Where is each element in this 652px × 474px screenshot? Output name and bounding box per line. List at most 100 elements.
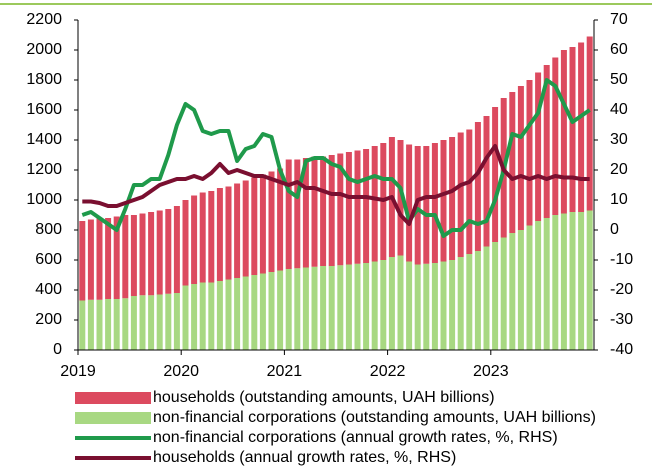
y-tick-label: 2200 — [26, 11, 62, 28]
bar — [294, 268, 301, 350]
y-tick-label: 200 — [35, 311, 62, 328]
bar — [406, 261, 413, 350]
bar — [397, 255, 404, 350]
bar — [586, 210, 593, 350]
bar — [492, 107, 499, 242]
bar — [328, 155, 335, 266]
bar — [388, 257, 395, 350]
legend-label: non-financial corporations (outstanding … — [153, 409, 596, 426]
bar — [380, 260, 387, 350]
bar — [311, 156, 318, 267]
bar — [242, 180, 249, 277]
x-tick-label: 2021 — [267, 363, 303, 380]
bar — [431, 263, 438, 350]
bar — [268, 171, 275, 272]
bar — [569, 47, 576, 212]
y2-tick-label: -20 — [610, 281, 633, 298]
bar — [363, 149, 370, 263]
bar — [449, 137, 456, 260]
bar — [122, 215, 129, 299]
bar — [371, 261, 378, 350]
legend-swatch — [75, 412, 151, 424]
bar — [431, 143, 438, 263]
bar — [509, 92, 516, 233]
bar — [578, 212, 585, 350]
y2-tick-label: 0 — [610, 221, 619, 238]
bar — [148, 212, 155, 296]
bar — [113, 299, 120, 350]
bar — [337, 153, 344, 266]
y-tick-label: 0 — [53, 341, 62, 358]
series-line — [81, 78, 591, 238]
bar — [526, 225, 533, 350]
bar — [311, 266, 318, 350]
bar — [139, 295, 146, 350]
bar — [96, 218, 103, 300]
bar — [182, 285, 189, 350]
bar — [517, 230, 524, 350]
y-tick-label: 1400 — [26, 131, 62, 148]
bar — [457, 132, 464, 257]
bar — [165, 209, 172, 294]
bar — [423, 263, 430, 350]
bar — [225, 186, 232, 280]
x-tick-label: 2023 — [473, 363, 509, 380]
y-tick-label: 800 — [35, 221, 62, 238]
bar — [483, 116, 490, 247]
bar — [371, 146, 378, 262]
y2-tick-label: 20 — [610, 161, 628, 178]
bar — [225, 279, 232, 350]
x-tick-label: 2022 — [370, 363, 406, 380]
legend-label: households (outstanding amounts, UAH bil… — [153, 389, 495, 406]
bar — [423, 146, 430, 264]
bar — [302, 158, 309, 268]
legend-swatch — [75, 392, 151, 404]
y2-tick-label: 50 — [610, 71, 628, 88]
bar — [87, 299, 94, 350]
y-tick-label: 2000 — [26, 41, 62, 58]
bar — [234, 183, 241, 278]
x-tick-label: 2019 — [60, 363, 96, 380]
y-tick-label: 1000 — [26, 191, 62, 208]
bar — [457, 257, 464, 350]
bar — [216, 188, 223, 281]
bar — [191, 284, 198, 350]
bar — [259, 174, 266, 274]
bar — [234, 278, 241, 350]
bar — [208, 282, 215, 350]
bar — [492, 242, 499, 350]
y-tick-label: 1600 — [26, 101, 62, 118]
bar — [560, 213, 567, 350]
bar — [173, 293, 180, 350]
y2-tick-label: 70 — [610, 11, 628, 28]
bar — [354, 150, 361, 264]
bar — [552, 215, 559, 350]
bar — [96, 299, 103, 350]
bar — [242, 276, 249, 350]
bar — [345, 264, 352, 350]
bar — [354, 263, 361, 350]
bar — [526, 80, 533, 226]
bar — [449, 260, 456, 350]
bar — [216, 281, 223, 350]
bar — [474, 122, 481, 251]
bar — [208, 191, 215, 283]
bar — [277, 168, 284, 271]
bar — [337, 265, 344, 350]
bar — [345, 152, 352, 265]
y2-tick-label: 40 — [610, 101, 628, 118]
bar — [560, 50, 567, 214]
bar — [483, 246, 490, 350]
bar — [130, 296, 137, 350]
bar — [328, 266, 335, 350]
bar — [363, 263, 370, 350]
bar — [320, 156, 327, 266]
y2-tick-label: -30 — [610, 311, 633, 328]
bar — [113, 216, 120, 299]
bar — [440, 261, 447, 350]
y2-tick-label: 10 — [610, 191, 628, 208]
bar — [182, 200, 189, 286]
bar — [156, 294, 163, 350]
bar — [199, 192, 206, 283]
